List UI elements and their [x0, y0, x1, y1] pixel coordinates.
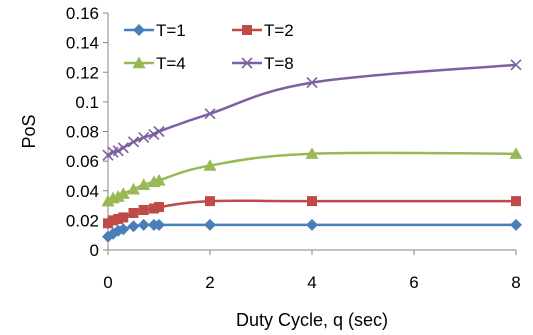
- legend-label: T=2: [264, 21, 294, 40]
- legend-marker: [242, 25, 252, 35]
- data-point: [153, 218, 165, 231]
- y-tick-label: 0.16: [66, 4, 99, 23]
- legend-marker: [241, 57, 253, 69]
- data-point: [153, 125, 165, 138]
- data-point: [117, 223, 130, 236]
- axes: 0 0.02 0.04 0.06 0.08 0.1 0.12 0.14 0.16 0 2 4 6 8: [66, 4, 521, 292]
- y-tick-label: 0.1: [75, 93, 99, 112]
- data-point: [306, 218, 318, 231]
- legend-item: T=8: [232, 54, 294, 73]
- data-point: [108, 215, 119, 226]
- series-line: [107, 151, 517, 203]
- data-point: [204, 108, 216, 120]
- y-tick-label: 0.06: [66, 152, 99, 171]
- legend-label: T=8: [264, 54, 294, 73]
- y-tick-label: 0: [90, 241, 99, 260]
- data-point: [509, 147, 523, 159]
- data-point: [137, 178, 151, 191]
- y-tick-label: 0.12: [66, 63, 99, 82]
- x-tick-label: 0: [103, 273, 112, 292]
- data-point: [148, 128, 160, 141]
- legend-item: T=1: [124, 21, 186, 40]
- data-point: [305, 147, 319, 159]
- data-point: [127, 136, 140, 148]
- data-point: [112, 145, 124, 157]
- legend-label: T=4: [156, 54, 186, 73]
- x-tick-label: 2: [205, 273, 214, 292]
- data-point: [113, 213, 124, 224]
- data-point: [510, 218, 522, 231]
- data-point: [127, 220, 140, 233]
- data-point: [116, 187, 130, 199]
- data-point: [306, 77, 318, 89]
- legend-marker: [133, 24, 145, 36]
- y-tick-label: 0.14: [66, 34, 99, 53]
- data-point: [138, 131, 150, 143]
- series-T=1: [102, 218, 522, 243]
- data-point: [148, 203, 159, 214]
- legend-item: T=4: [124, 54, 186, 73]
- series-T=4: [101, 147, 523, 207]
- data-point: [117, 142, 129, 154]
- y-tick-label: 0.02: [66, 211, 99, 230]
- data-point: [203, 159, 217, 171]
- y-tick-label: 0.04: [66, 182, 99, 201]
- x-tick-label: 8: [511, 273, 520, 292]
- data-point: [205, 196, 215, 207]
- data-point: [137, 218, 150, 231]
- x-tick-label: 6: [409, 273, 418, 292]
- data-point: [204, 218, 216, 231]
- data-point: [510, 59, 522, 71]
- data-point: [511, 196, 521, 207]
- data-point: [101, 194, 115, 207]
- series-line: [107, 63, 517, 157]
- y-tick-label: 0.08: [66, 123, 99, 142]
- data-point: [127, 182, 140, 195]
- legend-item: T=2: [232, 21, 294, 40]
- data-point: [138, 205, 149, 216]
- data-point: [103, 218, 113, 229]
- x-axis-title: Duty Cycle, q (sec): [236, 310, 388, 330]
- x-tick-label: 4: [307, 273, 316, 292]
- y-axis-title: PoS: [19, 114, 39, 148]
- data-point: [128, 207, 139, 218]
- legend-label: T=1: [156, 21, 186, 40]
- data-point: [102, 149, 114, 161]
- data-point: [111, 190, 125, 202]
- data-point: [154, 202, 164, 213]
- series-T=8: [102, 59, 522, 161]
- series-T=2: [103, 196, 521, 229]
- data-point: [152, 173, 166, 186]
- legend-marker: [132, 56, 146, 69]
- series-layer: [101, 59, 523, 243]
- data-point: [307, 196, 317, 207]
- data-point: [118, 212, 129, 223]
- legend: T=1 T=2 T=4 T=8: [124, 21, 294, 73]
